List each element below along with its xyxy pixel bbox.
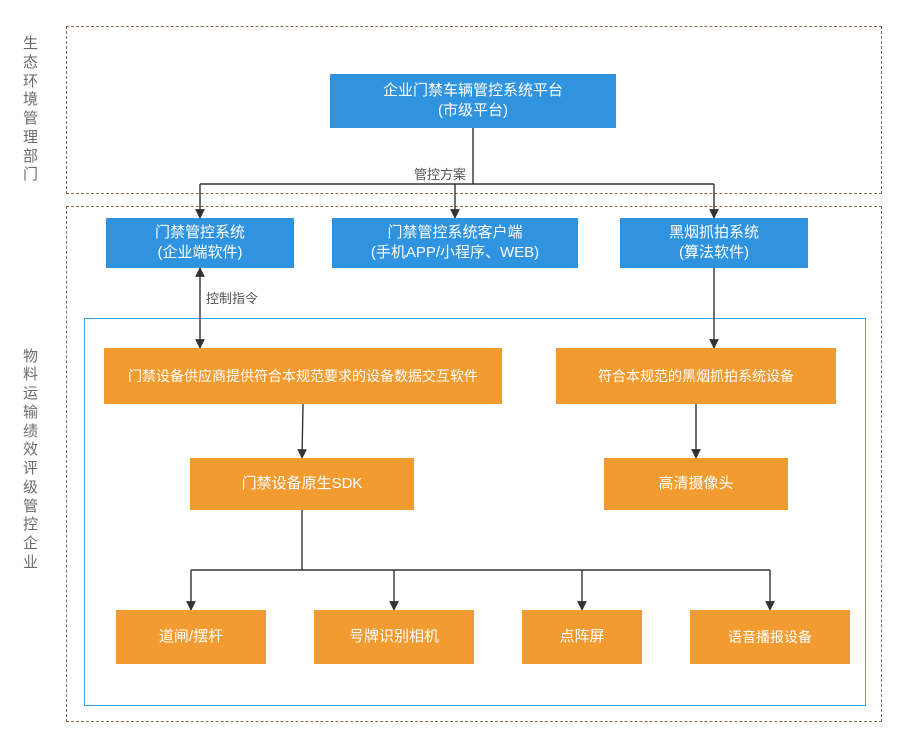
node-text: 道闸/摆杆 [159,627,223,647]
node-text: 门禁设备供应商提供符合本规范要求的设备数据交互软件 [128,367,478,386]
node-text: 黑烟抓拍系统(算法软件) [669,223,759,264]
node-smoke-system: 黑烟抓拍系统(算法软件) [620,218,808,268]
node-hd-camera: 高清摄像头 [604,458,788,510]
node-leaf-lpr-camera: 号牌识别相机 [314,610,474,664]
edge-label-control-cmd: 控制指令 [206,288,258,307]
node-text: 点阵屏 [559,627,604,647]
node-client-apps: 门禁管控系统客户端(手机APP/小程序、WEB) [332,218,578,268]
node-text: 号牌识别相机 [349,627,439,647]
node-leaf-dot-matrix: 点阵屏 [522,610,642,664]
node-text: 高清摄像头 [658,474,733,494]
node-sdk: 门禁设备原生SDK [190,458,414,510]
node-text: 符合本规范的黑烟抓拍系统设备 [598,367,794,386]
node-text: 门禁管控系统客户端(手机APP/小程序、WEB) [371,223,539,264]
node-text: 门禁管控系统(企业端软件) [155,223,245,264]
node-text: 门禁设备原生SDK [242,474,363,494]
node-vendor-software: 门禁设备供应商提供符合本规范要求的设备数据交互软件 [104,348,502,404]
edge-label-control-plan: 管控方案 [414,164,466,183]
node-leaf-gate: 道闸/摆杆 [116,610,266,664]
node-text: 企业门禁车辆管控系统平台(市级平台) [383,81,563,122]
diagram-canvas: 生态环境管理部门 物料运输绩效评级管控企业 企业门禁车辆管控系统平台(市级平台)… [0,0,900,741]
node-smoke-device: 符合本规范的黑烟抓拍系统设备 [556,348,836,404]
node-platform: 企业门禁车辆管控系统平台(市级平台) [330,74,616,128]
node-leaf-voice: 语音播报设备 [690,610,850,664]
node-text: 语音播报设备 [728,628,812,647]
section-label-bottom: 物料运输绩效评级管控企业 [20,310,42,610]
section-label-top: 生态环境管理部门 [20,40,42,180]
node-access-control: 门禁管控系统(企业端软件) [106,218,294,268]
